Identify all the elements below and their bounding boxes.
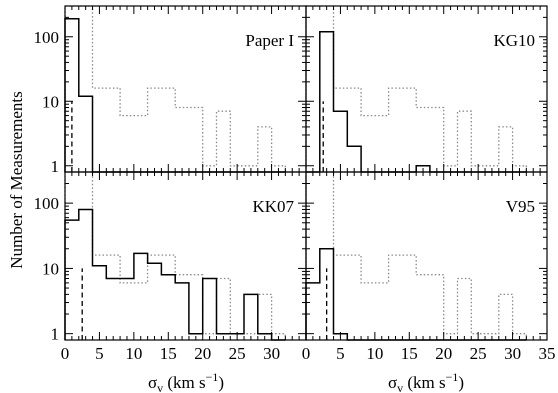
panel-label: Paper I — [245, 31, 294, 50]
y-tick-label: 1 — [51, 325, 60, 344]
y-tick-label: 10 — [42, 259, 59, 278]
x-tick-label: 30 — [263, 344, 280, 363]
x-tick-label: 5 — [95, 344, 104, 363]
panel-label: KK07 — [252, 197, 294, 216]
x-tick-label: 30 — [504, 344, 521, 363]
x-axis-label-units: (km s — [403, 373, 446, 392]
x-axis-label-close: ) — [458, 373, 464, 392]
histogram-line-4 — [305, 248, 527, 341]
x-tick-label: 0 — [302, 344, 311, 363]
y-tick-label: 10 — [42, 92, 59, 111]
x-axis-label-exponent: −1 — [206, 370, 219, 384]
panel-label: KG10 — [493, 31, 535, 50]
y-axis-label: Number of Measurements — [7, 91, 26, 269]
histogram-line-3 — [64, 208, 286, 341]
x-axis-label-close: ) — [218, 373, 224, 392]
x-axis-label-symbol: σ — [148, 373, 157, 392]
x-tick-label: 15 — [401, 344, 418, 363]
reference-histogram-line — [305, 171, 527, 340]
panel-1: Paper I 1 10 100 — [34, 5, 307, 176]
x-tick-label: 25 — [229, 344, 246, 363]
panel-frame — [305, 171, 548, 341]
x-axis-label-subscript: v — [397, 381, 403, 393]
x-axis-label-subscript: v — [157, 381, 163, 393]
x-tick-label: 0 — [61, 344, 70, 363]
y-tick-label: 100 — [34, 194, 60, 213]
x-axis-label-exponent: −1 — [446, 370, 459, 384]
panel-4: V95 0 5 10 15 20 25 30 35 — [302, 171, 556, 363]
x-tick-label: 25 — [470, 344, 487, 363]
reference-histogram-line — [305, 5, 527, 172]
histogram-line-2 — [306, 30, 527, 173]
x-tick-label: 10 — [366, 344, 383, 363]
x-axis-label-units: (km s — [163, 373, 206, 392]
y-tick-label: 1 — [51, 157, 60, 176]
x-axis-label-symbol: σ — [388, 373, 397, 392]
x-tick-label: 20 — [194, 344, 211, 363]
reference-histogram-line — [64, 5, 286, 172]
x-tick-label: 35 — [539, 344, 556, 363]
panel-2: KG10 — [305, 5, 548, 173]
x-tick-label: 15 — [160, 344, 177, 363]
x-tick-label: 5 — [336, 344, 345, 363]
x-tick-label: 10 — [125, 344, 142, 363]
panel-label: V95 — [506, 197, 535, 216]
x-tick-label: 20 — [435, 344, 452, 363]
y-tick-label: 100 — [34, 28, 60, 47]
panel-3: KK07 1 10 100 0 5 10 15 20 25 30 — [34, 171, 307, 363]
x-axis-label-left: σv (km s−1) — [148, 370, 224, 393]
x-axis-label-right: σv (km s−1) — [388, 370, 464, 393]
